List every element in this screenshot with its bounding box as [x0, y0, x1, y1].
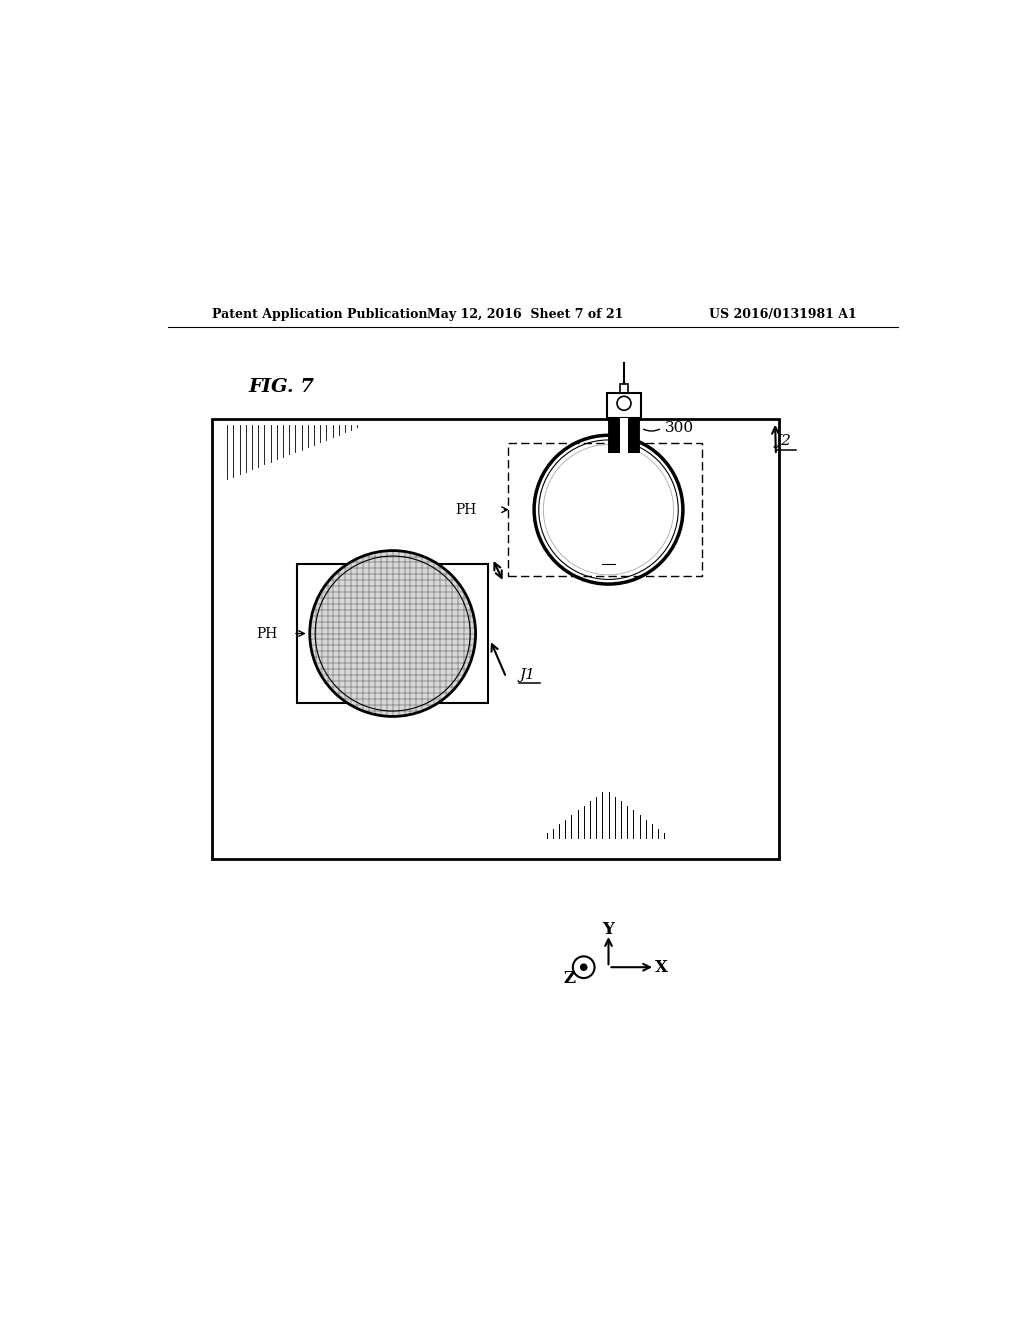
Text: Patent Application Publication: Patent Application Publication	[212, 309, 427, 321]
Circle shape	[572, 957, 595, 978]
Text: May 12, 2016  Sheet 7 of 21: May 12, 2016 Sheet 7 of 21	[427, 309, 623, 321]
Bar	[621, 384, 628, 393]
Text: J1: J1	[519, 668, 536, 681]
Circle shape	[617, 396, 631, 411]
Text: J2: J2	[776, 434, 792, 449]
Text: FIG. 7: FIG. 7	[248, 378, 314, 396]
Text: X: X	[654, 958, 668, 975]
Text: Z: Z	[563, 969, 575, 986]
Bar	[607, 393, 641, 418]
Text: 300: 300	[665, 421, 694, 434]
Text: PH: PH	[256, 627, 278, 640]
Bar	[297, 565, 488, 702]
Bar	[508, 444, 701, 577]
Bar	[212, 418, 779, 859]
Bar	[621, 418, 628, 453]
Text: PH: PH	[456, 503, 477, 516]
Circle shape	[581, 964, 587, 970]
Circle shape	[309, 550, 475, 717]
Text: US 2016/0131981 A1: US 2016/0131981 A1	[710, 309, 857, 321]
Text: Y: Y	[602, 921, 614, 939]
